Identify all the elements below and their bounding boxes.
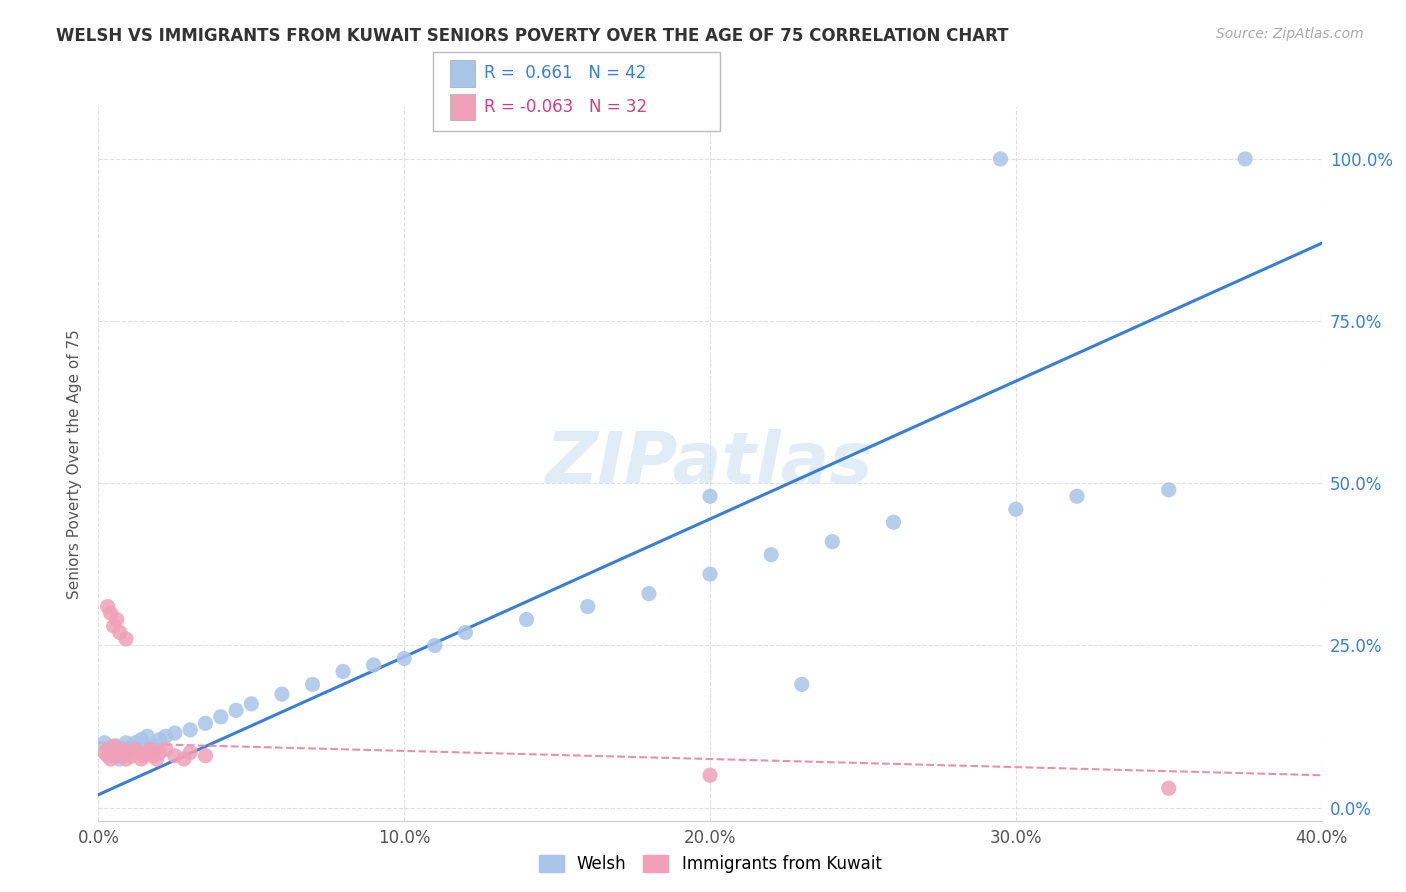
Point bbox=[142, 739, 165, 753]
Point bbox=[392, 651, 416, 665]
Point bbox=[454, 625, 477, 640]
Point bbox=[115, 632, 138, 646]
Point bbox=[103, 739, 125, 753]
Y-axis label: Seniors Poverty Over the Age of 75: Seniors Poverty Over the Age of 75 bbox=[67, 329, 83, 599]
Point bbox=[93, 736, 115, 750]
Point bbox=[108, 746, 131, 760]
Point bbox=[105, 748, 128, 763]
Point bbox=[136, 729, 159, 743]
Point bbox=[821, 534, 844, 549]
Point bbox=[576, 599, 599, 614]
Point bbox=[118, 742, 141, 756]
Point bbox=[139, 742, 162, 756]
Point bbox=[105, 739, 128, 753]
Point bbox=[145, 752, 167, 766]
Point bbox=[129, 752, 152, 766]
Point bbox=[883, 515, 905, 529]
Point bbox=[759, 548, 782, 562]
Point bbox=[97, 742, 120, 756]
Point bbox=[118, 746, 141, 760]
Point bbox=[93, 746, 115, 760]
Point bbox=[1157, 483, 1180, 497]
Point bbox=[990, 152, 1012, 166]
Point bbox=[179, 723, 201, 737]
Point bbox=[115, 736, 138, 750]
Point bbox=[100, 742, 122, 756]
Point bbox=[423, 639, 446, 653]
Point bbox=[129, 732, 152, 747]
Point bbox=[1234, 152, 1257, 166]
Point bbox=[790, 677, 813, 691]
Point bbox=[111, 742, 134, 756]
Text: WELSH VS IMMIGRANTS FROM KUWAIT SENIORS POVERTY OVER THE AGE OF 75 CORRELATION C: WELSH VS IMMIGRANTS FROM KUWAIT SENIORS … bbox=[56, 27, 1008, 45]
Point bbox=[134, 748, 156, 763]
Point bbox=[115, 752, 138, 766]
Point bbox=[108, 625, 131, 640]
Point bbox=[149, 732, 172, 747]
Point bbox=[105, 613, 128, 627]
Point bbox=[124, 736, 146, 750]
Point bbox=[163, 748, 186, 763]
Point bbox=[301, 677, 323, 691]
Text: Source: ZipAtlas.com: Source: ZipAtlas.com bbox=[1216, 27, 1364, 41]
Point bbox=[516, 613, 538, 627]
Point bbox=[103, 619, 125, 633]
Text: R = -0.063   N = 32: R = -0.063 N = 32 bbox=[484, 98, 647, 116]
Point bbox=[124, 742, 146, 756]
Point bbox=[179, 746, 201, 760]
Point bbox=[332, 665, 354, 679]
Point bbox=[127, 746, 149, 760]
Point bbox=[111, 748, 134, 763]
Point bbox=[1157, 781, 1180, 796]
Point bbox=[637, 586, 661, 600]
Point bbox=[209, 710, 232, 724]
Point bbox=[173, 752, 195, 766]
Point bbox=[100, 752, 122, 766]
Point bbox=[149, 746, 172, 760]
Point bbox=[155, 742, 177, 756]
Point bbox=[225, 703, 247, 717]
Point bbox=[1066, 489, 1088, 503]
Point bbox=[163, 726, 186, 740]
Point bbox=[194, 716, 217, 731]
Point bbox=[142, 748, 165, 763]
Legend: Welsh, Immigrants from Kuwait: Welsh, Immigrants from Kuwait bbox=[531, 848, 889, 880]
Point bbox=[270, 687, 292, 701]
Point bbox=[97, 748, 120, 763]
Point bbox=[100, 606, 122, 620]
Point bbox=[1004, 502, 1026, 516]
Point bbox=[194, 748, 217, 763]
Text: R =  0.661   N = 42: R = 0.661 N = 42 bbox=[484, 64, 645, 82]
Point bbox=[363, 657, 385, 672]
Point bbox=[699, 768, 721, 782]
Point bbox=[103, 746, 125, 760]
Point bbox=[699, 489, 721, 503]
Point bbox=[108, 752, 131, 766]
Point bbox=[97, 599, 120, 614]
Point bbox=[240, 697, 263, 711]
Point bbox=[699, 567, 721, 582]
Point bbox=[155, 729, 177, 743]
Point bbox=[121, 748, 143, 763]
Point bbox=[136, 746, 159, 760]
Text: ZIPatlas: ZIPatlas bbox=[547, 429, 873, 499]
